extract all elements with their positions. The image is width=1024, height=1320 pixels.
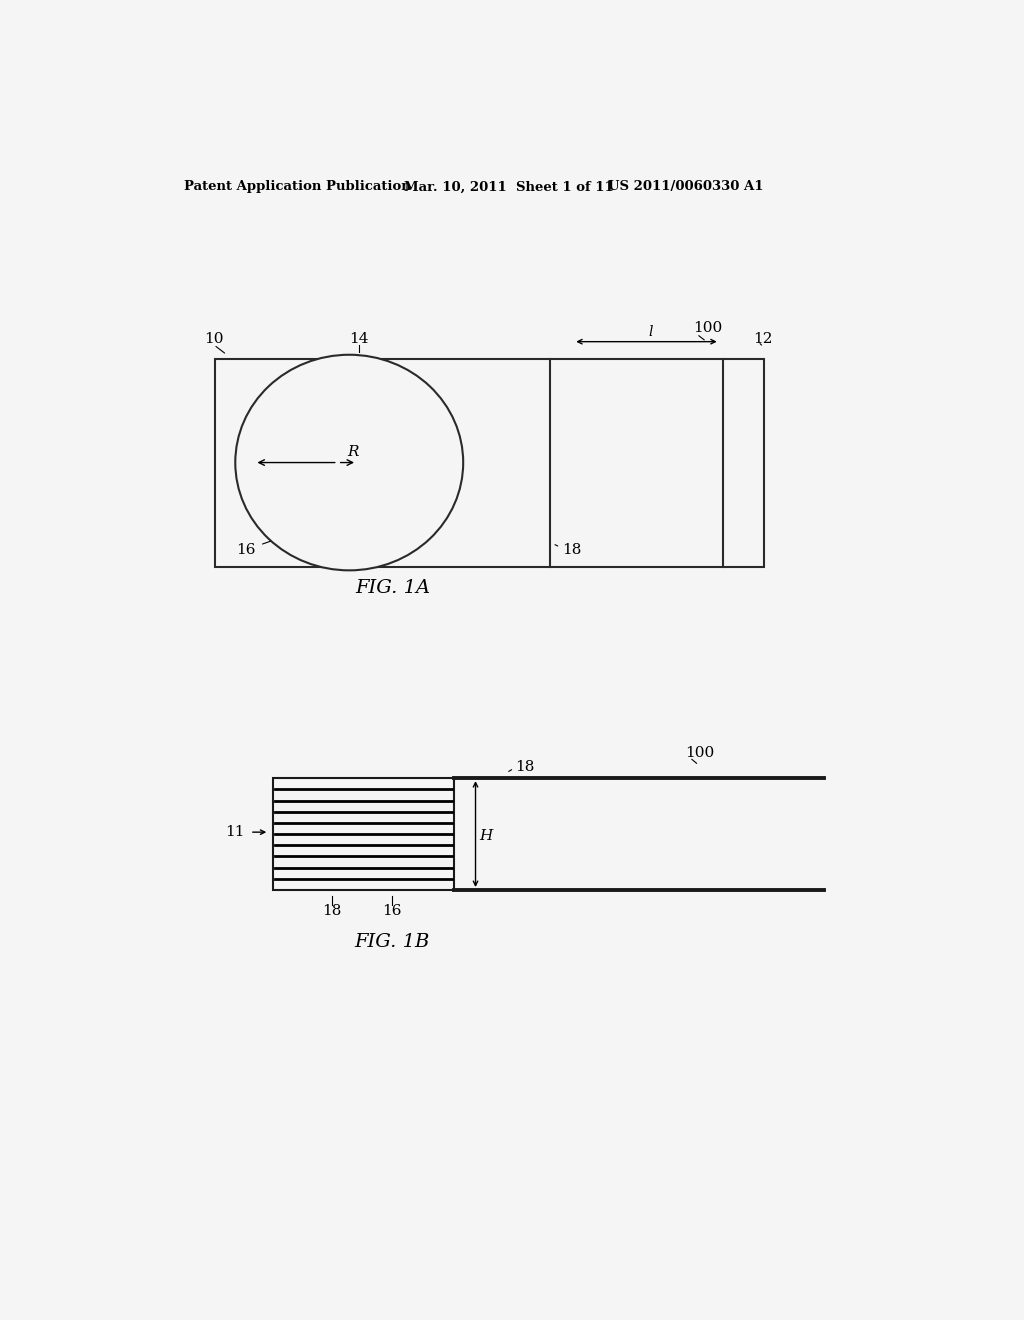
Text: H: H <box>479 829 493 842</box>
Text: 11: 11 <box>225 825 245 840</box>
Text: R: R <box>347 445 358 459</box>
Bar <box>215 359 550 566</box>
Text: Patent Application Publication: Patent Application Publication <box>184 181 412 194</box>
Text: 10: 10 <box>205 333 224 346</box>
Text: 18: 18 <box>562 543 582 557</box>
Text: FIG. 1B: FIG. 1B <box>354 933 430 952</box>
Ellipse shape <box>236 355 463 570</box>
Bar <box>273 779 454 890</box>
Text: 18: 18 <box>515 760 535 774</box>
Text: 12: 12 <box>753 333 772 346</box>
Text: 100: 100 <box>685 746 714 760</box>
Text: US 2011/0060330 A1: US 2011/0060330 A1 <box>608 181 764 194</box>
Bar <box>724 359 764 566</box>
Text: 14: 14 <box>349 333 369 346</box>
Text: 16: 16 <box>236 543 255 557</box>
Text: 16: 16 <box>383 904 402 919</box>
Text: 18: 18 <box>323 904 342 919</box>
Text: FIG. 1A: FIG. 1A <box>354 579 430 597</box>
Text: 100: 100 <box>692 321 722 335</box>
Text: Mar. 10, 2011  Sheet 1 of 11: Mar. 10, 2011 Sheet 1 of 11 <box>403 181 613 194</box>
Text: l: l <box>648 325 652 339</box>
